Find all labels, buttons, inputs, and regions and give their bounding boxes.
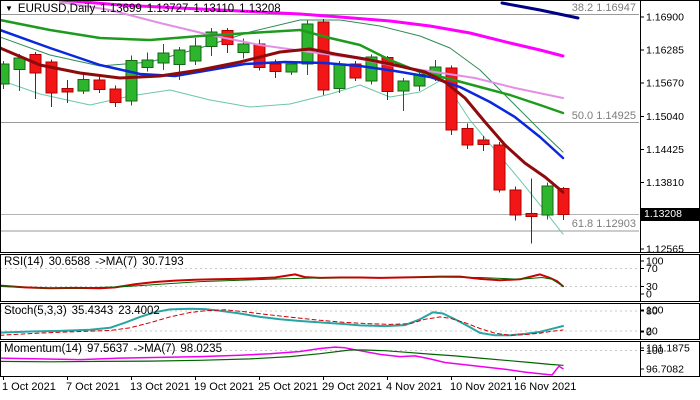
- indicator-axis-label: 80: [646, 305, 658, 317]
- symbol-period-label: EURUSD,Daily: [17, 3, 96, 15]
- stochastic-panel-plot[interactable]: [0, 307, 640, 337]
- indicator-axis-label: 20: [646, 326, 658, 338]
- ma-maroon: [1, 46, 565, 194]
- ma-magenta-slow: [58, 1, 565, 58]
- candle-body: [525, 212, 538, 218]
- candle-body: [61, 88, 74, 93]
- momentum-ma-name: ->MA(7): [133, 343, 176, 355]
- indicator-axis-label: 96.7082: [646, 364, 684, 376]
- candle-body: [285, 63, 298, 73]
- momentum-main: [0, 346, 564, 376]
- indicator-axis-label: 100: [646, 305, 664, 317]
- price-axis-label: 1.15670: [646, 77, 684, 89]
- candle-body: [461, 127, 474, 146]
- price-axis-label: 1.12565: [646, 244, 684, 256]
- stoch-main: [0, 307, 564, 337]
- price-axis-label: 1.16285: [646, 44, 684, 56]
- candles: [1, 19, 570, 244]
- price-axis-label: 1.16900: [646, 12, 684, 24]
- fib-500-label: 50.0 1.14925: [571, 110, 636, 122]
- time-axis-label: 10 Nov 2021: [450, 381, 512, 393]
- rsi-value: 30.6588: [48, 256, 91, 268]
- time-axis-label: 1 Oct 2021: [2, 381, 56, 393]
- candle-body: [301, 23, 314, 65]
- fib-382-label: 38.2 1.16947: [571, 2, 636, 14]
- time-axis-label: 7 Oct 2021: [66, 381, 120, 393]
- candle-body: [317, 21, 330, 91]
- fib-618-label: 61.8 1.12903: [571, 218, 636, 230]
- rsi-ma-value: 30.7193: [142, 256, 184, 268]
- title-open-value: 1.13699: [100, 3, 142, 15]
- candle-body: [477, 139, 490, 145]
- ma-blue: [1, 29, 565, 160]
- stoch-indicator-label: Stoch(5,3,3) 35.4343 23.4002: [4, 305, 165, 317]
- title-low-value: 1.13110: [193, 3, 235, 15]
- stoch-value: 35.4343: [71, 305, 114, 317]
- candle-body: [13, 57, 26, 70]
- candle-body: [557, 187, 570, 216]
- chart-title-bar: ▼ EURUSD,Daily 1.13699 1.13727 1.13110 1.1320…: [5, 3, 286, 15]
- candle-body: [189, 45, 202, 62]
- candle-body: [93, 79, 106, 91]
- candle-body: [125, 59, 138, 102]
- momentum-name: Momentum(14): [4, 343, 82, 355]
- momentum-ma-value: 98.0235: [180, 343, 222, 355]
- time-axis-label: 19 Oct 2021: [194, 381, 254, 393]
- stoch-name: Stoch(5,3,3): [4, 305, 67, 317]
- candle-body: [173, 49, 186, 66]
- indicator-axis-label: 100: [646, 345, 664, 357]
- candle-body: [445, 67, 458, 131]
- momentum-panel-plot[interactable]: [0, 346, 640, 376]
- stoch-signal-value: 23.4002: [118, 305, 160, 317]
- momentum-indicator-label: Momentum(14) 97.5637 ->MA(7) 98.0235: [4, 343, 227, 355]
- candle-body: [77, 79, 90, 92]
- stoch-signal: [0, 309, 564, 336]
- current-price-badge: 1.13208: [641, 208, 699, 221]
- candle-body: [109, 88, 122, 104]
- candle-body: [349, 63, 362, 79]
- indicator-axis-label: 30: [646, 281, 658, 293]
- rsi-ma-name: ->MA(7): [95, 256, 138, 268]
- price-axis-label: 1.15040: [646, 111, 684, 123]
- indicator-axis-label: 70: [646, 263, 658, 275]
- candle-body: [269, 63, 282, 73]
- indicator-axis-label: 0: [646, 289, 652, 301]
- indicator-axis-label: 0: [646, 327, 652, 339]
- momentum-ma: [0, 349, 564, 366]
- candle-body: [157, 52, 170, 64]
- candle-body: [205, 31, 218, 47]
- momentum-value: 97.5637: [86, 343, 129, 355]
- price-axis-label: 1.13810: [646, 177, 684, 189]
- envelope-upper-thin-green: [1, 19, 564, 153]
- rsi-panel-plot[interactable]: [0, 268, 640, 290]
- candle-body: [397, 80, 410, 92]
- price-axis-label: 1.14425: [646, 144, 684, 156]
- ma-green: [1, 18, 565, 115]
- candle-body: [509, 189, 522, 216]
- candle-body: [493, 144, 506, 191]
- candle-body: [141, 59, 154, 68]
- trendline-navy: [500, 1, 580, 20]
- rsi-ma: [0, 276, 564, 289]
- candle-body: [237, 43, 250, 53]
- indicator-axis-label: 101.1875: [646, 343, 690, 355]
- time-axis-label: 25 Oct 2021: [258, 381, 318, 393]
- indicator-axis-label: 100: [646, 256, 664, 268]
- main-chart-plot[interactable]: [0, 0, 640, 244]
- time-axis-label: 16 Nov 2021: [514, 381, 576, 393]
- title-close-value: 1.13208: [239, 3, 281, 15]
- rsi-indicator-label: RSI(14) 30.6588 ->MA(7) 30.7193: [4, 256, 189, 268]
- candle-body: [1, 63, 10, 85]
- candle-body: [541, 185, 554, 216]
- candle-body: [333, 63, 346, 90]
- title-high-value: 1.13727: [146, 3, 189, 15]
- time-axis-label: 13 Oct 2021: [130, 381, 190, 393]
- candle-body: [45, 61, 58, 94]
- time-axis-label: 4 Nov 2021: [386, 381, 442, 393]
- time-axis-label: 29 Oct 2021: [322, 381, 382, 393]
- symbol-marker-icon[interactable]: ▼: [5, 4, 13, 13]
- rsi-name: RSI(14): [4, 256, 44, 268]
